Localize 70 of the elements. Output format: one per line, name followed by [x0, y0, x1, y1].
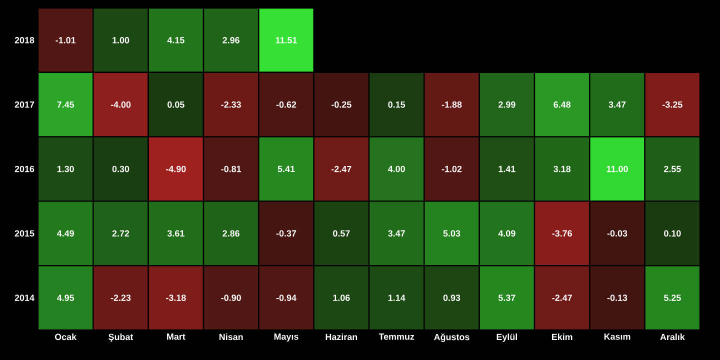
- data-label: 0.93: [443, 294, 460, 301]
- data-label: 0.57: [333, 230, 350, 237]
- data-label: 4.15: [167, 37, 184, 44]
- x-tick-label: Kasım: [604, 334, 630, 340]
- data-label: -0.90: [221, 294, 241, 301]
- x-tick-label: Mayıs: [274, 334, 298, 342]
- data-label: -1.01: [56, 37, 76, 44]
- x-tick-label: Eylül: [496, 334, 518, 342]
- data-label: -0.94: [276, 294, 296, 301]
- x-tick-label: Aralık: [660, 334, 685, 340]
- data-label: -2.33: [221, 101, 241, 108]
- data-label: -1.02: [442, 166, 462, 172]
- x-tick-label: Ekim: [552, 334, 572, 340]
- data-label: 2.99: [498, 101, 516, 108]
- data-label: 1.14: [388, 294, 406, 301]
- data-label: 2.72: [112, 230, 130, 237]
- data-label: -3.18: [166, 294, 186, 301]
- x-tick-label: Ocak: [54, 334, 77, 340]
- data-label: 0.15: [388, 101, 406, 108]
- data-label: -0.81: [221, 166, 242, 172]
- data-label: -2.23: [110, 294, 131, 301]
- data-label: 0.10: [664, 230, 681, 237]
- data-label: 3.61: [167, 230, 184, 237]
- y-tick-label: 2017: [14, 101, 34, 108]
- y-tick-label: 2015: [14, 230, 34, 237]
- x-tick-label: Temmuz: [378, 334, 414, 340]
- y-tick-label: 2016: [14, 166, 34, 172]
- data-label: 11.51: [276, 37, 297, 44]
- x-tick-label: Mart: [167, 334, 186, 340]
- data-label: 4.00: [388, 166, 405, 172]
- data-label: 4.09: [498, 230, 516, 237]
- data-label: 4.49: [57, 230, 74, 237]
- data-label: -0.62: [276, 101, 296, 108]
- x-tick-label: Haziran: [326, 334, 358, 340]
- data-label: 3.18: [554, 166, 571, 172]
- y-tick-label: 2018: [14, 37, 34, 44]
- data-label: -1.88: [442, 101, 462, 108]
- data-label: 7.45: [57, 101, 74, 108]
- data-label: -3.25: [662, 101, 682, 108]
- data-label: 0.05: [168, 101, 184, 108]
- data-label: -4.90: [166, 166, 186, 172]
- data-label: 3.47: [388, 230, 405, 237]
- data-label: 5.37: [498, 294, 516, 301]
- data-label: -0.03: [607, 230, 628, 237]
- data-label: 6.48: [554, 101, 571, 108]
- data-label: 5.25: [664, 294, 681, 301]
- y-tick-label: 2014: [14, 294, 34, 301]
- data-label: 3.47: [608, 101, 626, 108]
- data-label: 1.30: [57, 166, 74, 172]
- data-label: 4.95: [57, 294, 74, 301]
- data-label: 5.03: [443, 230, 460, 237]
- data-label: 2.86: [222, 230, 240, 237]
- data-label: 2.96: [222, 37, 240, 44]
- data-label: -2.47: [552, 294, 572, 301]
- data-label: -4.00: [110, 101, 131, 108]
- x-tick-label: Nisan: [219, 334, 243, 340]
- data-label: 1.00: [112, 37, 130, 44]
- x-tick-label: Şubat: [108, 334, 134, 342]
- data-label: 11.00: [606, 166, 628, 172]
- data-label: -0.25: [332, 101, 352, 108]
- data-label: 0.30: [112, 166, 130, 172]
- x-tick-label: Ağustos: [434, 334, 470, 342]
- data-label: -0.13: [607, 294, 628, 301]
- data-label: 1.41: [498, 166, 516, 172]
- data-label: 2.55: [664, 166, 681, 172]
- data-label: 1.06: [333, 294, 350, 301]
- data-label: 5.41: [278, 166, 295, 172]
- data-label: -0.37: [276, 230, 296, 237]
- data-label: -2.47: [332, 166, 352, 172]
- data-label: -3.76: [552, 230, 572, 237]
